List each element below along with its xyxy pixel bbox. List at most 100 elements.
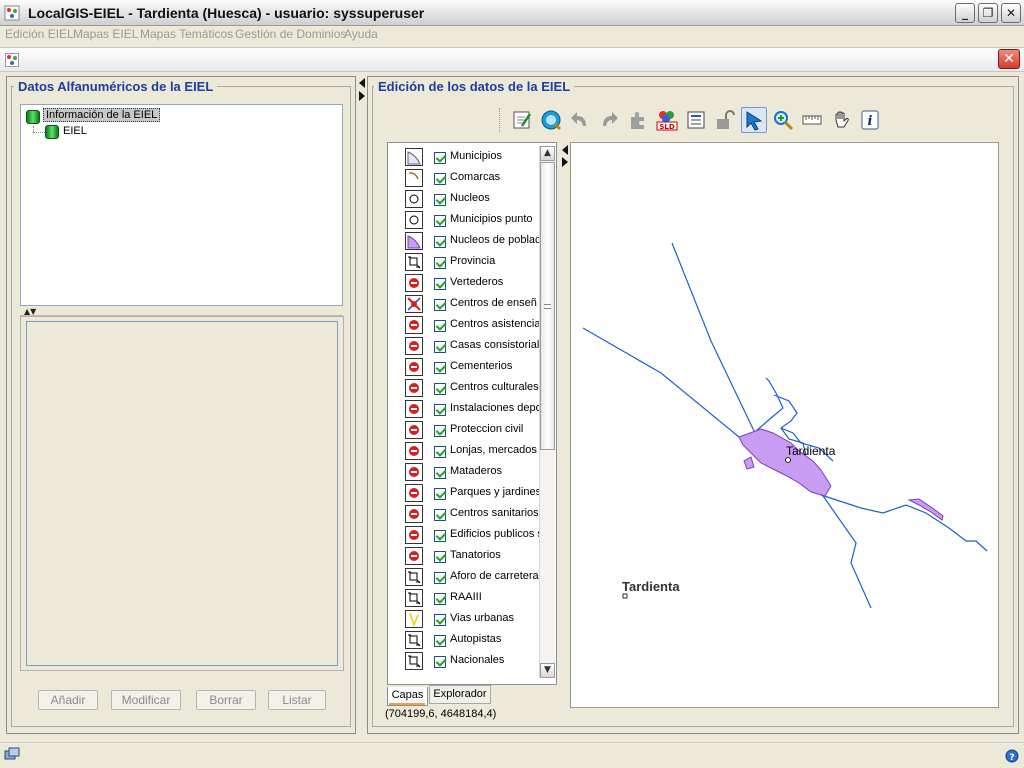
menu-ayuda[interactable]: Ayuda xyxy=(344,27,378,41)
layer-row[interactable]: Proteccion civil xyxy=(388,419,540,440)
layer-visibility-checkbox[interactable] xyxy=(434,467,446,479)
edit-layer-icon[interactable] xyxy=(509,107,535,133)
pan-hand-icon[interactable] xyxy=(828,107,854,133)
layer-row[interactable]: Aforo de carretera xyxy=(388,566,540,587)
tree-root-item[interactable]: Información de la EIEL xyxy=(43,108,161,122)
delete-button[interactable]: Borrar xyxy=(196,690,256,710)
toolbar-grip xyxy=(499,108,500,132)
layer-row[interactable]: Nacionales xyxy=(388,650,540,671)
info-icon[interactable]: i xyxy=(857,107,883,133)
layer-row[interactable]: Vias urbanas xyxy=(388,608,540,629)
layer-visibility-checkbox[interactable] xyxy=(434,173,446,185)
layer-visibility-checkbox[interactable] xyxy=(434,341,446,353)
red-dot-icon xyxy=(405,547,423,565)
layer-visibility-checkbox[interactable] xyxy=(434,383,446,395)
map-view[interactable]: Tardienta Tardienta xyxy=(570,142,999,708)
layer-visibility-checkbox[interactable] xyxy=(434,530,446,542)
layer-visibility-checkbox[interactable] xyxy=(434,446,446,458)
menu-edicion-eiel[interactable]: Edición EIEL xyxy=(5,27,74,41)
layer-row[interactable]: Centros asistencia xyxy=(388,314,540,335)
layer-visibility-checkbox[interactable] xyxy=(434,425,446,437)
layer-row[interactable]: Mataderos xyxy=(388,461,540,482)
help-icon[interactable]: ? xyxy=(1005,749,1019,763)
zoom-in-icon[interactable] xyxy=(770,107,796,133)
town-label-large: Tardienta xyxy=(622,579,680,594)
layer-visibility-checkbox[interactable] xyxy=(434,299,446,311)
layer-row[interactable]: Autopistas xyxy=(388,629,540,650)
tab-capas[interactable]: Capas xyxy=(387,687,428,706)
layer-row[interactable]: Casas consistoriale xyxy=(388,335,540,356)
scroll-down-button[interactable]: ▼ xyxy=(540,663,555,678)
layer-row[interactable]: Vertederos xyxy=(388,272,540,293)
scroll-thumb[interactable] xyxy=(540,162,555,450)
add-button[interactable]: Añadir xyxy=(38,690,98,710)
close-frame-button[interactable]: ✕ xyxy=(998,49,1020,69)
map-split-arrows-icon[interactable] xyxy=(561,144,569,168)
layer-visibility-checkbox[interactable] xyxy=(434,635,446,647)
map-canvas[interactable]: Tardienta Tardienta xyxy=(571,143,1000,709)
layer-row[interactable]: Comarcas xyxy=(388,167,540,188)
layer-visibility-checkbox[interactable] xyxy=(434,362,446,374)
measure-ruler-icon[interactable] xyxy=(799,107,825,133)
layer-visibility-checkbox[interactable] xyxy=(434,509,446,521)
layer-row[interactable]: Instalaciones depo xyxy=(388,398,540,419)
layer-visibility-checkbox[interactable] xyxy=(434,404,446,416)
layer-row[interactable]: Municipios xyxy=(388,146,540,167)
panel-split-arrows-icon[interactable] xyxy=(357,77,367,103)
tree-child-item[interactable]: EIEL xyxy=(63,125,87,137)
layer-name: Provincia xyxy=(450,255,496,267)
layer-visibility-checkbox[interactable] xyxy=(434,215,446,227)
layer-visibility-checkbox[interactable] xyxy=(434,257,446,269)
scroll-up-button[interactable]: ▲ xyxy=(540,146,555,161)
menu-mapas-tematicos[interactable]: Mapas Temáticos xyxy=(140,27,234,41)
road-line xyxy=(780,427,834,462)
layer-visibility-checkbox[interactable] xyxy=(434,320,446,332)
layer-row[interactable]: Parques y jardines xyxy=(388,482,540,503)
layer-row[interactable]: Lonjas, mercados xyxy=(388,440,540,461)
layer-visibility-checkbox[interactable] xyxy=(434,614,446,626)
zoom-extent-icon[interactable] xyxy=(538,107,564,133)
layer-row[interactable]: Nucleos xyxy=(388,188,540,209)
layer-row[interactable]: Edificios publicos s xyxy=(388,524,540,545)
sld-style-icon[interactable]: SLD xyxy=(654,107,680,133)
layer-row[interactable]: Municipios punto xyxy=(388,209,540,230)
active-tab-indicator xyxy=(389,703,425,705)
layer-visibility-checkbox[interactable] xyxy=(434,194,446,206)
layer-name: Municipios xyxy=(450,150,502,162)
layer-row[interactable]: RAAIII xyxy=(388,587,540,608)
layer-row[interactable]: Cementerios xyxy=(388,356,540,377)
layer-row[interactable]: Centros de enseñ xyxy=(388,293,540,314)
layers-scrollbar[interactable]: ▲ ▼ xyxy=(539,146,555,678)
menu-gestion-dominios[interactable]: Gestión de Dominios xyxy=(235,27,347,41)
redo-icon[interactable] xyxy=(596,107,622,133)
lock-icon[interactable] xyxy=(712,107,738,133)
layer-row[interactable]: Tanatorios xyxy=(388,545,540,566)
layer-visibility-checkbox[interactable] xyxy=(434,236,446,248)
layer-row[interactable]: Centros sanitarios xyxy=(388,503,540,524)
layer-row[interactable]: Centros culturales xyxy=(388,377,540,398)
maximize-button[interactable]: ❐ xyxy=(978,3,998,23)
layer-visibility-checkbox[interactable] xyxy=(434,278,446,290)
layer-visibility-checkbox[interactable] xyxy=(434,593,446,605)
layer-row[interactable]: Provincia xyxy=(388,251,540,272)
menu-mapas-eiel[interactable]: Mapas EIEL xyxy=(73,27,139,41)
layer-visibility-checkbox[interactable] xyxy=(434,572,446,584)
modify-button[interactable]: Modificar xyxy=(111,690,181,710)
minimize-button[interactable]: _ xyxy=(955,3,975,23)
close-window-button[interactable]: ✕ xyxy=(1001,3,1021,23)
layer-row[interactable]: Nucleos de poblaci xyxy=(388,230,540,251)
attribute-table-icon[interactable] xyxy=(683,107,709,133)
layer-visibility-checkbox[interactable] xyxy=(434,488,446,500)
menu-bar: Edición EIEL Mapas EIEL Mapas Temáticos … xyxy=(0,26,1024,46)
left-panel xyxy=(6,76,356,734)
svg-text:SLD: SLD xyxy=(659,123,675,131)
layer-visibility-checkbox[interactable] xyxy=(434,656,446,668)
undo-icon[interactable] xyxy=(567,107,593,133)
tab-explorador[interactable]: Explorador xyxy=(429,685,491,704)
split-arrows-icon[interactable]: ▲▼ xyxy=(24,307,37,316)
layer-visibility-checkbox[interactable] xyxy=(434,152,446,164)
plugin-icon[interactable] xyxy=(625,107,651,133)
layer-visibility-checkbox[interactable] xyxy=(434,551,446,563)
select-arrow-icon[interactable] xyxy=(741,107,767,133)
list-button[interactable]: Listar xyxy=(268,690,326,710)
